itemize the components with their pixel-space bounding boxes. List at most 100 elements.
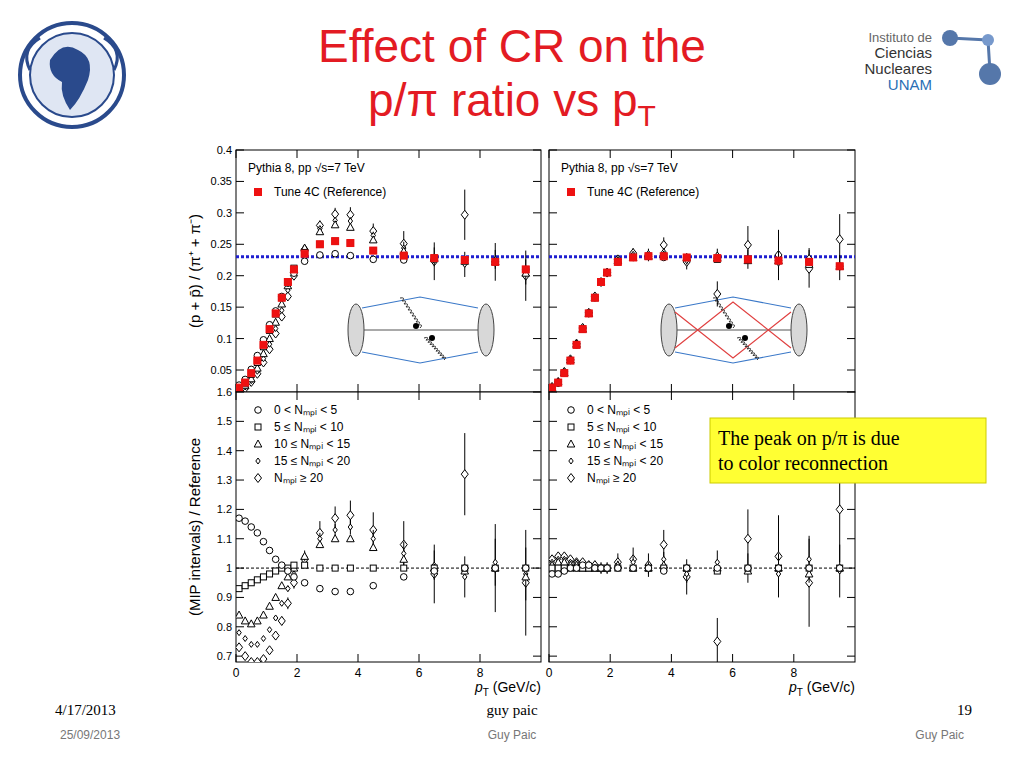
legend-label: 0 < Nₘₚᵢ < 5 [274,403,338,417]
plot-data [236,433,541,662]
data-point [645,564,653,571]
y-tick [533,275,541,276]
logo-text: Ciencias [874,44,932,61]
data-point [285,279,291,285]
data-point [714,255,721,262]
legend-marker [568,424,574,430]
data-point [369,544,377,551]
x-axis-label: pT (GeV/c) [788,679,855,698]
legend-label: 15 ≤ Nₘₚᵢ < 20 [587,454,664,468]
legend-label: 10 ≤ Nₘₚᵢ < 15 [587,437,664,451]
x-tick-label: 2 [607,666,614,680]
annotation: Pythia 8, pp √s=7 TeV [561,161,678,175]
legend-marker [568,407,575,414]
data-point [714,254,722,261]
data-point [254,357,261,364]
data-point [331,535,339,542]
data-point [279,295,285,301]
y-tick [549,307,557,308]
data-point [573,341,580,348]
data-point [370,247,377,254]
callout-text: to color reconnection [718,452,888,474]
x-tick [793,654,794,662]
legend-label: 10 ≤ Nₘₚᵢ < 15 [274,437,351,451]
data-point [630,254,637,261]
slide: Instituto deCienciasNuclearesUNAMEffect … [0,0,1024,768]
data-point [371,536,375,542]
y-tick [549,370,557,371]
x-tick [297,150,298,158]
y-tick [549,421,557,422]
data-point [629,253,637,260]
y-tick [236,450,244,451]
data-point [555,380,561,386]
data-point [714,255,721,262]
data-point [254,530,261,537]
callout: The peak on p/π is dueto color reconnect… [710,418,986,483]
data-point [661,253,667,259]
series [236,515,529,595]
data-point [347,240,354,247]
legend-label: Tune 4C (Reference) [587,185,699,199]
x-tick [358,654,359,662]
data-point [629,564,637,571]
data-point [302,562,308,568]
data-point [837,565,843,571]
data-point [260,341,267,348]
y-tick [533,480,541,481]
data-point [807,556,811,562]
data-point [301,579,308,586]
error-bar [525,530,526,636]
y-tick [236,421,244,422]
data-point [347,588,354,595]
data-point [598,565,605,572]
x-tick [732,384,733,392]
callout-box [710,418,986,483]
y-tick-label: 1.2 [217,503,232,515]
data-point [683,565,690,572]
data-point [645,565,651,571]
data-point [836,505,843,514]
title-subscript: T [638,99,656,132]
data-point [745,565,751,571]
series [236,250,529,388]
y-tick [847,538,855,539]
y-tick [533,338,541,339]
x-tick-label: 6 [729,666,736,680]
data-point [492,259,498,265]
data-point [745,565,752,572]
data-point [555,571,562,578]
vertex [726,323,732,329]
plot-frame [236,392,541,662]
data-point [333,527,337,533]
data-point [492,565,499,572]
legend-label: Tune 4C (Reference) [274,185,386,199]
footer-author: Guy Paic [488,728,537,742]
x-tick [358,150,359,158]
y-tick [549,150,557,151]
data-point [332,514,339,523]
x-axis-label-part: (GeV/c) [489,679,541,695]
y-tick [847,307,855,308]
footer-author: Guy Paic [915,728,964,742]
data-point [591,294,599,301]
data-point [492,564,499,573]
y-tick-label: 1.3 [217,474,232,486]
logo-text: Nucleares [864,60,932,77]
data-point [267,627,271,633]
legend-marker [255,424,261,430]
y-tick-label: 1.4 [217,445,232,457]
data-point [660,540,667,549]
panel: 0.050.10.150.20.250.30.350.4(p + p̄) / (… [186,144,541,396]
y-tick-label: 0.35 [211,175,232,187]
data-point [775,565,782,572]
y-tick-label: 0.4 [217,144,232,156]
x-tick [480,384,481,392]
data-point [592,565,598,571]
y-tick [549,244,557,245]
y-tick-label: 0.2 [217,270,232,282]
data-point [261,636,265,642]
data-point [242,652,249,661]
data-point [284,279,291,286]
y-tick-label: 1.1 [217,533,232,545]
